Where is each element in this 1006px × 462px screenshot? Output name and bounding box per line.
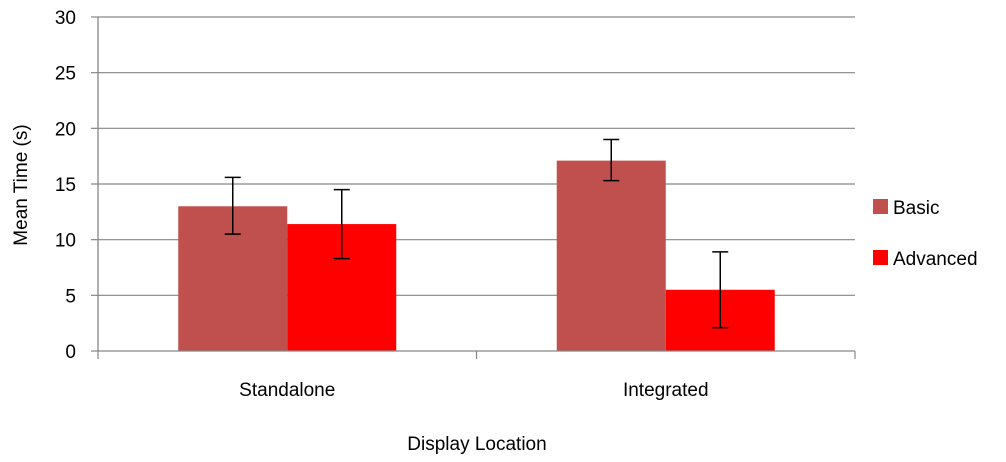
- x-axis-title: Display Location: [407, 434, 546, 455]
- x-tick-label: Integrated: [623, 380, 709, 401]
- y-axis-ticks: 0 5 10 15 20 25 30: [55, 8, 98, 363]
- y-tick-label: 15: [55, 175, 76, 196]
- bar-basic-integrated: [556, 160, 666, 351]
- legend-swatch-advanced: [873, 250, 888, 265]
- x-axis-ticks: [97, 351, 856, 359]
- x-axis-labels: Standalone Integrated: [239, 380, 708, 401]
- y-tick-label: 20: [55, 119, 76, 140]
- error-bars: [224, 138, 729, 329]
- y-tick-label: 10: [55, 231, 76, 252]
- legend-swatch-basic: [873, 199, 888, 214]
- x-tick-label: Standalone: [239, 380, 335, 401]
- legend-label-advanced: Advanced: [893, 249, 978, 270]
- y-tick-label: 5: [65, 286, 76, 307]
- legend-label-basic: Basic: [893, 198, 939, 219]
- y-tick-label: 25: [55, 64, 76, 85]
- y-tick-label: 0: [65, 342, 76, 363]
- legend: Basic Advanced: [873, 198, 978, 270]
- y-tick-label: 30: [55, 8, 76, 29]
- bars: [178, 160, 775, 351]
- y-axis-title: Mean Time (s): [11, 124, 32, 245]
